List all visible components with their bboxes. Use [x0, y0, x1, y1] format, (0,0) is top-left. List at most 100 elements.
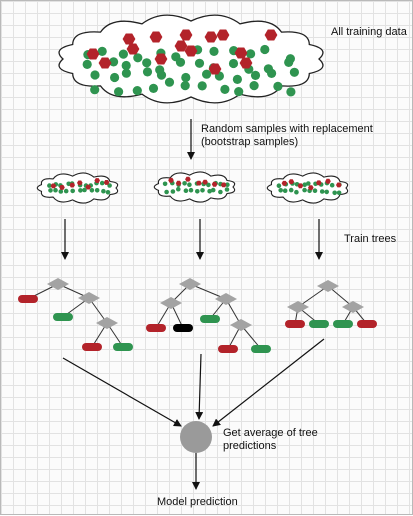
green-sample	[194, 58, 205, 68]
green-sample	[148, 83, 159, 93]
green-leaf	[173, 324, 193, 332]
green-sample	[324, 189, 330, 195]
average-aggregator	[180, 421, 212, 453]
green-sample	[284, 57, 294, 67]
green-sample	[306, 181, 311, 186]
red-sample	[185, 176, 191, 182]
green-sample	[197, 81, 207, 91]
green-sample	[282, 188, 288, 193]
red-sample	[50, 183, 57, 189]
green-sample	[182, 181, 187, 186]
green-sample	[273, 81, 283, 91]
green-sample	[249, 81, 259, 91]
green-sample	[246, 49, 256, 59]
green-sample	[89, 188, 95, 193]
red-sample	[149, 31, 163, 43]
red-sample	[103, 180, 110, 185]
bootstrap-cloud-1	[36, 172, 119, 204]
red-sample	[325, 178, 331, 184]
red-sample	[175, 180, 182, 186]
green-sample	[121, 60, 131, 71]
green-leaf	[333, 320, 353, 328]
green-sample	[286, 87, 296, 97]
green-sample	[162, 181, 168, 187]
green-sample	[156, 70, 167, 80]
red-sample	[98, 57, 112, 69]
green-sample	[132, 86, 142, 96]
green-sample	[183, 188, 189, 193]
green-sample	[218, 189, 223, 195]
green-sample	[142, 58, 152, 68]
red-sample	[94, 178, 100, 183]
green-sample	[232, 74, 242, 84]
green-sample	[170, 189, 176, 194]
model-prediction-label: Model prediction	[157, 496, 238, 508]
decision-node	[342, 301, 364, 313]
red-sample	[308, 185, 314, 191]
green-sample	[142, 67, 153, 77]
green-sample	[195, 189, 200, 194]
red-sample	[174, 40, 188, 52]
red-sample	[86, 48, 100, 60]
green-sample	[53, 187, 58, 193]
red-leaf	[285, 320, 305, 328]
green-sample	[210, 187, 216, 193]
decision-node	[78, 292, 100, 304]
green-sample	[114, 87, 124, 97]
decision-node	[230, 319, 252, 331]
green-sample	[90, 70, 100, 80]
green-leaf	[309, 320, 329, 328]
green-sample	[220, 84, 230, 94]
green-sample	[118, 49, 128, 59]
red-leaf	[218, 345, 238, 353]
red-leaf	[146, 324, 166, 332]
red-leaf	[18, 295, 38, 303]
green-sample	[202, 69, 212, 79]
green-sample	[58, 189, 64, 194]
green-sample	[97, 46, 107, 57]
bootstrap-cloud-2	[153, 171, 236, 203]
decision-node	[160, 297, 182, 309]
green-sample	[164, 77, 175, 87]
green-sample	[105, 190, 111, 195]
bootstrap-samples-label: Random samples with replacement (bootstr…	[201, 123, 373, 148]
red-sample	[77, 180, 83, 186]
green-sample	[109, 57, 119, 67]
decision-node	[47, 278, 69, 290]
green-sample	[188, 187, 194, 193]
green-sample	[206, 182, 211, 188]
green-sample	[175, 57, 186, 67]
decision-node	[215, 293, 237, 305]
red-sample	[154, 53, 168, 65]
green-sample	[90, 85, 100, 95]
green-sample	[70, 188, 75, 194]
all-training-data-label: All training data	[331, 26, 407, 38]
green-sample	[107, 183, 112, 188]
green-sample	[319, 189, 325, 194]
decision-node	[96, 317, 118, 329]
green-sample	[48, 188, 53, 193]
red-sample	[196, 180, 202, 186]
green-sample	[101, 188, 106, 194]
bootstrap-cloud-3	[266, 172, 349, 204]
decision-node	[287, 301, 309, 313]
red-sample	[59, 185, 65, 190]
green-sample	[209, 46, 219, 57]
green-sample	[267, 68, 277, 78]
average-predictions-label: Get average of tree predictions	[223, 427, 318, 452]
decision-node	[179, 278, 201, 290]
green-leaf	[53, 313, 73, 321]
green-sample	[47, 183, 52, 188]
green-sample	[294, 189, 299, 195]
green-sample	[225, 182, 230, 187]
green-sample	[332, 190, 338, 196]
green-sample	[207, 188, 212, 194]
red-sample	[336, 182, 342, 188]
red-sample	[208, 63, 222, 75]
green-sample	[82, 187, 87, 193]
green-sample	[82, 59, 92, 69]
train-trees-label: Train trees	[344, 233, 397, 245]
red-sample	[216, 29, 230, 41]
green-sample	[234, 87, 244, 97]
tree-edge	[297, 285, 329, 308]
